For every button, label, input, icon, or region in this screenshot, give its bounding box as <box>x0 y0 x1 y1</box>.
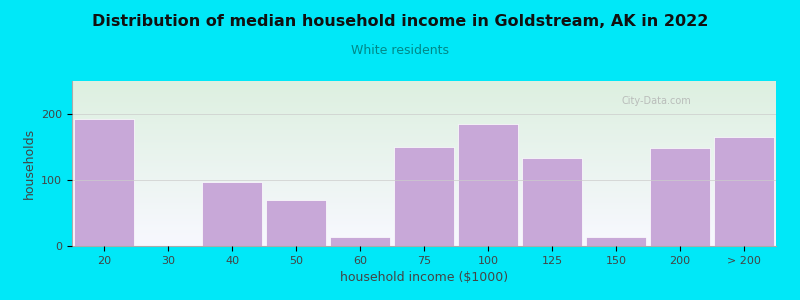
Bar <box>586 237 646 246</box>
Bar <box>74 118 134 246</box>
Bar <box>714 137 774 246</box>
Text: White residents: White residents <box>351 44 449 56</box>
Bar <box>522 158 582 246</box>
Bar <box>458 124 518 246</box>
Y-axis label: households: households <box>22 128 35 199</box>
Bar <box>330 237 390 246</box>
Bar <box>266 200 326 246</box>
X-axis label: household income ($1000): household income ($1000) <box>340 271 508 284</box>
Bar <box>650 148 710 246</box>
Text: City-Data.com: City-Data.com <box>621 96 691 106</box>
Bar <box>394 147 454 246</box>
Bar <box>202 182 262 246</box>
Text: Distribution of median household income in Goldstream, AK in 2022: Distribution of median household income … <box>92 14 708 28</box>
Bar <box>72 81 776 246</box>
